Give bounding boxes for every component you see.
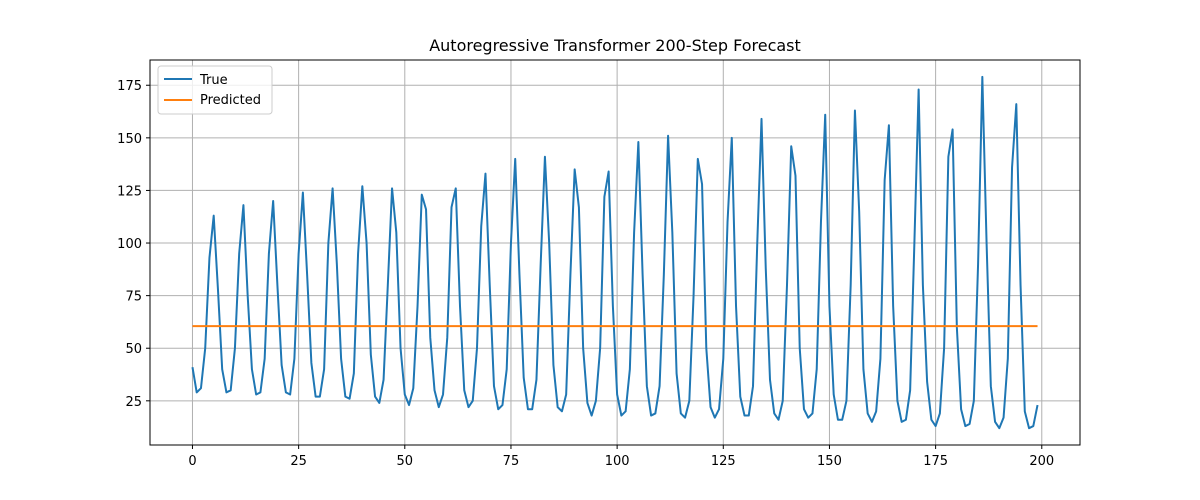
series-line-true bbox=[191, 75, 1039, 430]
y-tick-label: 100 bbox=[117, 237, 142, 252]
x-tick-label: 125 bbox=[711, 454, 736, 469]
y-tick-label: 25 bbox=[125, 395, 142, 410]
y-tick-label: 75 bbox=[125, 290, 142, 305]
chart-title: Autoregressive Transformer 200-Step Fore… bbox=[429, 36, 801, 55]
series-layer bbox=[191, 75, 1039, 430]
x-tick-label: 200 bbox=[1029, 454, 1054, 469]
x-tick-label: 100 bbox=[605, 454, 630, 469]
grid-lines bbox=[150, 60, 1080, 445]
x-tick-label: 75 bbox=[503, 454, 520, 469]
x-tick-label: 0 bbox=[188, 454, 196, 469]
x-tick-label: 175 bbox=[923, 454, 948, 469]
y-axis: 25 50 75 100 125 150 175 bbox=[117, 79, 150, 410]
x-tick-label: 25 bbox=[290, 454, 307, 469]
x-tick-label: 50 bbox=[397, 454, 414, 469]
x-tick-label: 150 bbox=[817, 454, 842, 469]
legend: True Predicted bbox=[157, 65, 273, 115]
plot-frame bbox=[149, 59, 1081, 446]
y-tick-label: 125 bbox=[117, 184, 142, 199]
y-tick-label: 50 bbox=[125, 342, 142, 357]
x-axis: 0 25 50 75 100 125 150 175 200 bbox=[188, 445, 1054, 469]
y-tick-label: 175 bbox=[117, 79, 142, 94]
legend-label-true: True bbox=[199, 73, 228, 88]
y-tick-label: 150 bbox=[117, 132, 142, 147]
legend-label-predicted: Predicted bbox=[200, 93, 261, 108]
